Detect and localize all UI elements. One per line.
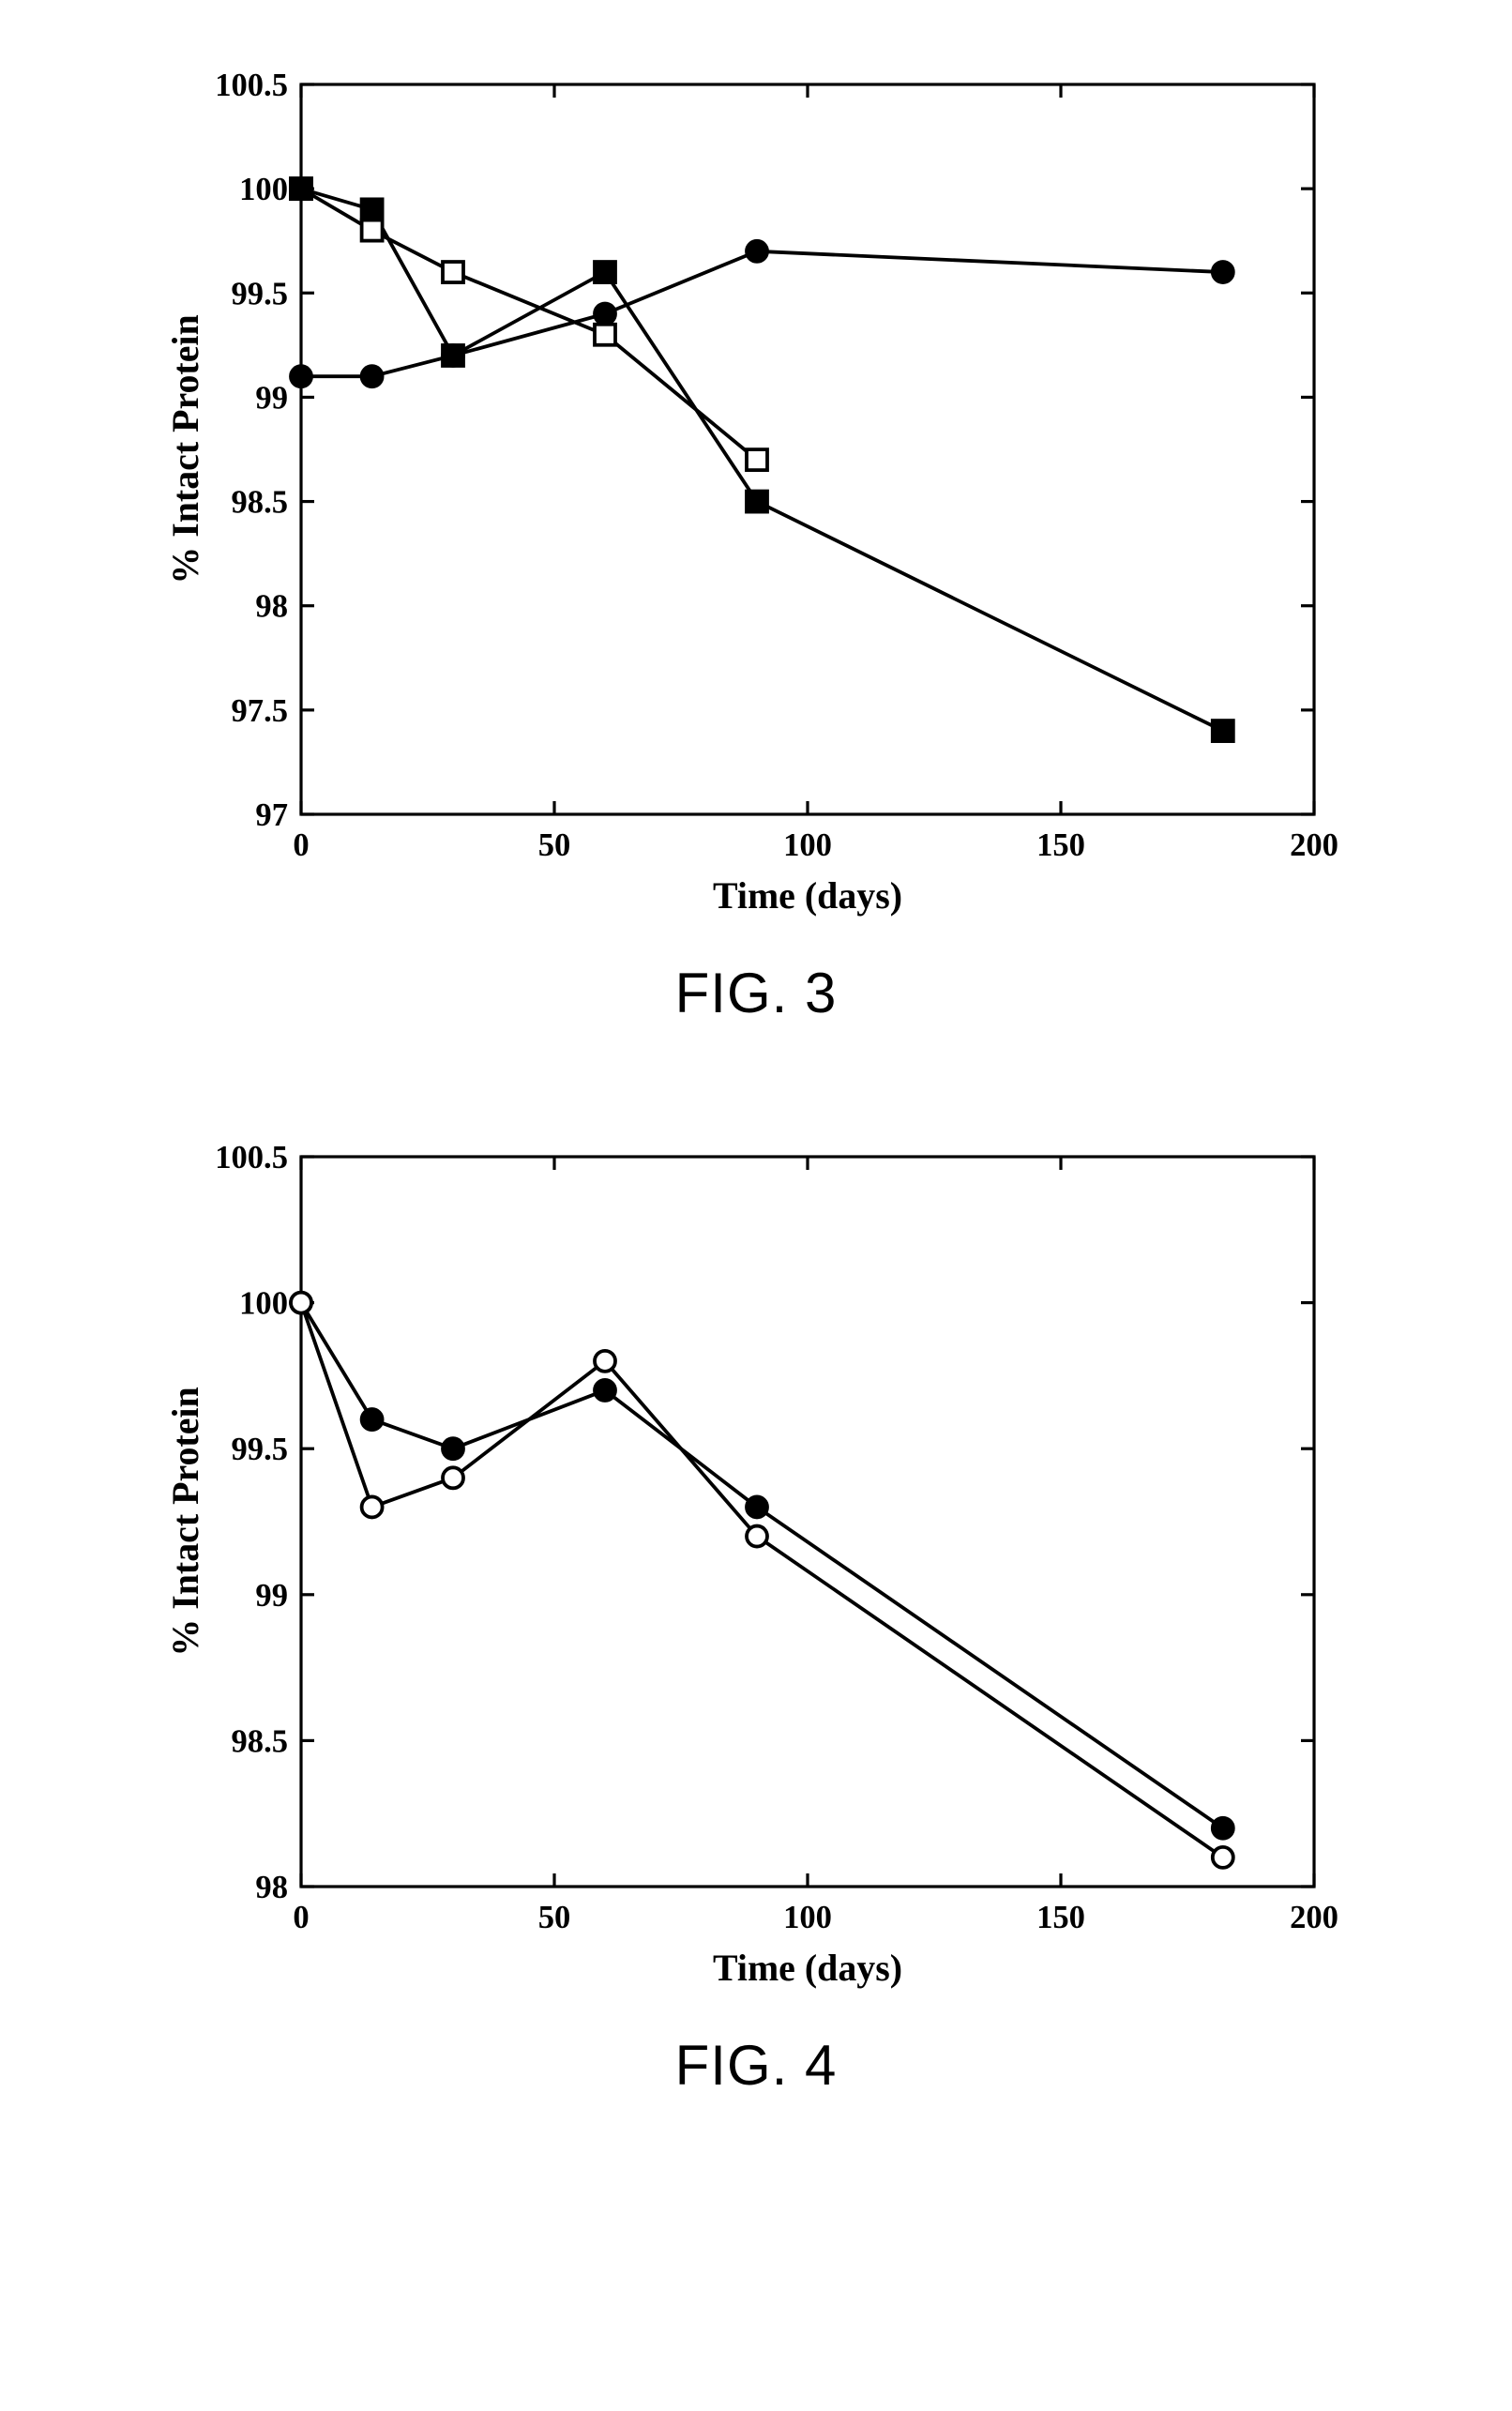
svg-text:Time (days): Time (days): [713, 874, 902, 917]
svg-text:% Intact Protein: % Intact Protein: [164, 1387, 206, 1656]
svg-text:98.5: 98.5: [231, 485, 288, 521]
svg-text:98: 98: [255, 1870, 288, 1905]
svg-text:98.5: 98.5: [231, 1723, 288, 1759]
svg-text:50: 50: [538, 1900, 571, 1935]
svg-text:150: 150: [1036, 827, 1085, 863]
svg-text:99.5: 99.5: [231, 1432, 288, 1467]
svg-text:200: 200: [1290, 1900, 1338, 1935]
figure-3-panel: 0 50 100 150 200 97 97.5 98 98.5 99 99.5 100 100.5 Ti…: [160, 56, 1352, 1025]
svg-text:Time (days): Time (days): [713, 1947, 902, 1989]
svg-text:100.5: 100.5: [215, 68, 288, 103]
figure-4-chart: 0 50 100 150 200 98 98.5 99 99.5 100 100.5 Time (da…: [160, 1129, 1352, 2009]
svg-text:100.5: 100.5: [215, 1140, 288, 1175]
svg-text:0: 0: [293, 827, 309, 863]
svg-text:150: 150: [1036, 1900, 1085, 1935]
svg-text:98: 98: [255, 589, 288, 625]
figure-3-chart: 0 50 100 150 200 97 97.5 98 98.5 99 99.5 100 100.5 Ti…: [160, 56, 1352, 936]
svg-text:0: 0: [293, 1900, 309, 1935]
figure-4-panel: 0 50 100 150 200 98 98.5 99 99.5 100 100.5 Time (da…: [160, 1129, 1352, 2098]
svg-text:200: 200: [1290, 827, 1338, 863]
svg-text:99: 99: [255, 380, 288, 416]
svg-text:99: 99: [255, 1578, 288, 1614]
svg-text:100: 100: [783, 1900, 832, 1935]
figure-3-caption: FIG. 3: [675, 961, 838, 1025]
svg-text:97: 97: [255, 797, 288, 833]
page: 0 50 100 150 200 97 97.5 98 98.5 99 99.5 100 100.5 Ti…: [0, 0, 1512, 2173]
figure-4-caption: FIG. 4: [675, 2033, 838, 2098]
svg-text:100: 100: [239, 172, 288, 207]
svg-text:97.5: 97.5: [231, 693, 288, 729]
svg-text:% Intact Protein: % Intact Protein: [164, 314, 206, 584]
svg-text:99.5: 99.5: [231, 276, 288, 311]
svg-text:100: 100: [783, 827, 832, 863]
svg-text:50: 50: [538, 827, 571, 863]
svg-text:100: 100: [239, 1286, 288, 1322]
